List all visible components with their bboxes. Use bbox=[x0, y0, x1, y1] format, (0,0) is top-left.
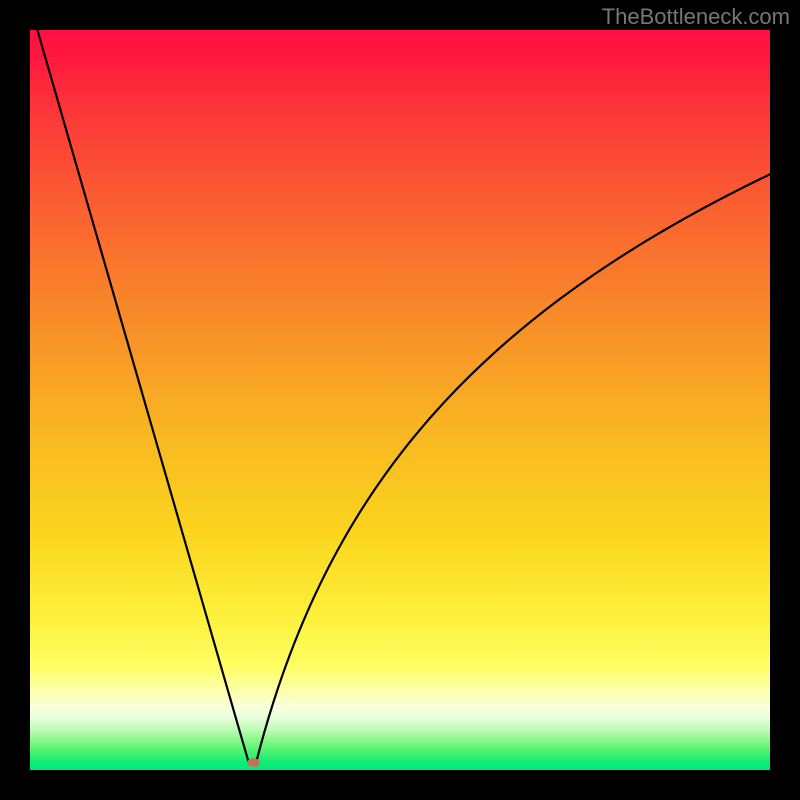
gradient-background bbox=[30, 30, 770, 770]
minimum-marker bbox=[247, 758, 259, 767]
plot-svg bbox=[30, 30, 770, 770]
chart-container: TheBottleneck.com bbox=[0, 0, 800, 800]
plot-frame bbox=[30, 30, 770, 770]
watermark-text: TheBottleneck.com bbox=[602, 4, 790, 30]
